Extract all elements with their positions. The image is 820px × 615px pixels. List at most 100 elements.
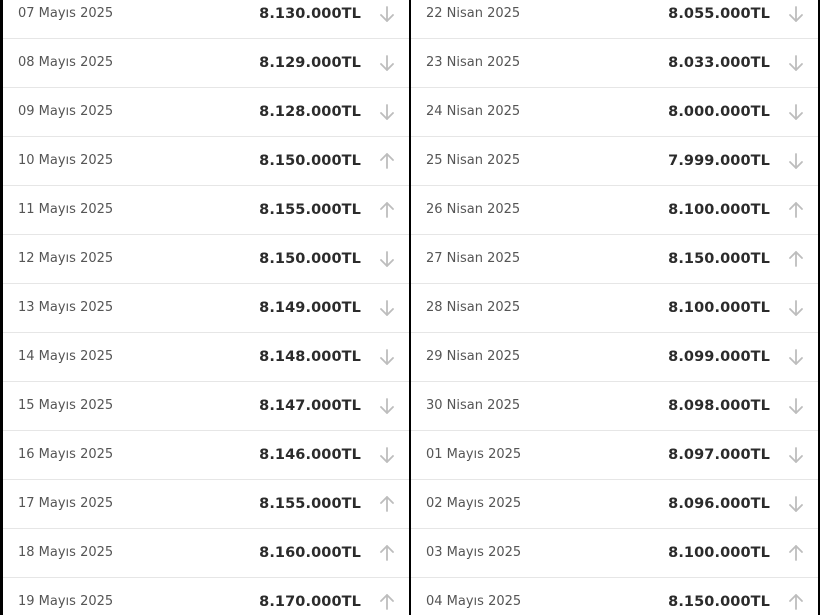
row-date: 12 Mayıs 2025 — [18, 251, 114, 266]
row-price: 8.148.000TL — [259, 349, 361, 365]
row-date: 23 Nisan 2025 — [426, 55, 521, 70]
row-date: 18 Mayıs 2025 — [18, 545, 114, 560]
row-date: 15 Mayıs 2025 — [18, 398, 114, 413]
arrow-down-icon — [787, 54, 805, 72]
price-row: 24 Nisan 2025 8.000.000TL — [411, 88, 818, 137]
row-price: 7.999.000TL — [668, 153, 770, 169]
price-row: 10 Mayıs 2025 8.150.000TL — [3, 137, 409, 186]
row-price: 8.155.000TL — [259, 496, 361, 512]
price-row: 22 Nisan 2025 8.055.000TL — [411, 0, 818, 39]
row-date: 02 Mayıs 2025 — [426, 496, 522, 511]
price-row: 19 Mayıs 2025 8.170.000TL — [3, 578, 409, 615]
price-row: 30 Nisan 2025 8.098.000TL — [411, 382, 818, 431]
price-row: 23 Nisan 2025 8.033.000TL — [411, 39, 818, 88]
price-row: 14 Mayıs 2025 8.148.000TL — [3, 333, 409, 382]
arrow-down-icon — [378, 348, 396, 366]
row-date: 30 Nisan 2025 — [426, 398, 521, 413]
arrow-down-icon — [787, 495, 805, 513]
row-price: 8.170.000TL — [259, 594, 361, 610]
arrow-down-icon — [378, 5, 396, 23]
price-row: 11 Mayıs 2025 8.155.000TL — [3, 186, 409, 235]
row-price: 8.150.000TL — [668, 251, 770, 267]
row-price: 8.100.000TL — [668, 300, 770, 316]
arrow-down-icon — [378, 299, 396, 317]
price-row: 12 Mayıs 2025 8.150.000TL — [3, 235, 409, 284]
row-price: 8.098.000TL — [668, 398, 770, 414]
row-price: 8.155.000TL — [259, 202, 361, 218]
row-date: 17 Mayıs 2025 — [18, 496, 114, 511]
row-price: 8.130.000TL — [259, 6, 361, 22]
price-list-left: 07 Mayıs 2025 8.130.000TL 08 Mayıs 2025 8.1… — [3, 0, 409, 615]
arrow-up-icon — [378, 201, 396, 219]
row-price: 8.150.000TL — [259, 251, 361, 267]
row-date: 16 Mayıs 2025 — [18, 447, 114, 462]
row-date: 10 Mayıs 2025 — [18, 153, 114, 168]
row-date: 07 Mayıs 2025 — [18, 6, 114, 21]
row-date: 11 Mayıs 2025 — [18, 202, 114, 217]
price-row: 08 Mayıs 2025 8.129.000TL — [3, 39, 409, 88]
row-price: 8.096.000TL — [668, 496, 770, 512]
row-price: 8.146.000TL — [259, 447, 361, 463]
row-price: 8.160.000TL — [259, 545, 361, 561]
row-price: 8.033.000TL — [668, 55, 770, 71]
row-price: 8.147.000TL — [259, 398, 361, 414]
price-row: 27 Nisan 2025 8.150.000TL — [411, 235, 818, 284]
arrow-down-icon — [787, 152, 805, 170]
arrow-down-icon — [378, 103, 396, 121]
row-price: 8.099.000TL — [668, 349, 770, 365]
row-date: 14 Mayıs 2025 — [18, 349, 114, 364]
arrow-up-icon — [378, 593, 396, 611]
row-price: 8.100.000TL — [668, 202, 770, 218]
price-row: 25 Nisan 2025 7.999.000TL — [411, 137, 818, 186]
price-row: 16 Mayıs 2025 8.146.000TL — [3, 431, 409, 480]
row-price: 8.100.000TL — [668, 545, 770, 561]
row-price: 8.129.000TL — [259, 55, 361, 71]
price-row: 01 Mayıs 2025 8.097.000TL — [411, 431, 818, 480]
row-date: 03 Mayıs 2025 — [426, 545, 522, 560]
row-date: 22 Nisan 2025 — [426, 6, 521, 21]
arrow-down-icon — [378, 397, 396, 415]
row-date: 25 Nisan 2025 — [426, 153, 521, 168]
price-row: 18 Mayıs 2025 8.160.000TL — [3, 529, 409, 578]
row-price: 8.150.000TL — [668, 594, 770, 610]
arrow-down-icon — [378, 250, 396, 268]
price-row: 26 Nisan 2025 8.100.000TL — [411, 186, 818, 235]
price-row: 09 Mayıs 2025 8.128.000TL — [3, 88, 409, 137]
price-row: 03 Mayıs 2025 8.100.000TL — [411, 529, 818, 578]
price-row: 28 Nisan 2025 8.100.000TL — [411, 284, 818, 333]
row-date: 27 Nisan 2025 — [426, 251, 521, 266]
price-row: 15 Mayıs 2025 8.147.000TL — [3, 382, 409, 431]
row-date: 29 Nisan 2025 — [426, 349, 521, 364]
price-list-right: 22 Nisan 2025 8.055.000TL 23 Nisan 2025 8.0… — [411, 0, 818, 615]
row-date: 08 Mayıs 2025 — [18, 55, 114, 70]
row-date: 26 Nisan 2025 — [426, 202, 521, 217]
price-row: 04 Mayıs 2025 8.150.000TL — [411, 578, 818, 615]
row-date: 01 Mayıs 2025 — [426, 447, 522, 462]
arrow-up-icon — [378, 495, 396, 513]
arrow-down-icon — [787, 103, 805, 121]
arrow-up-icon — [787, 201, 805, 219]
arrow-up-icon — [787, 250, 805, 268]
row-date: 04 Mayıs 2025 — [426, 594, 522, 609]
arrow-down-icon — [787, 348, 805, 366]
row-price: 8.000.000TL — [668, 104, 770, 120]
row-price: 8.128.000TL — [259, 104, 361, 120]
row-price: 8.149.000TL — [259, 300, 361, 316]
price-row: 02 Mayıs 2025 8.096.000TL — [411, 480, 818, 529]
arrow-up-icon — [378, 152, 396, 170]
price-row: 29 Nisan 2025 8.099.000TL — [411, 333, 818, 382]
arrow-down-icon — [787, 5, 805, 23]
row-price: 8.055.000TL — [668, 6, 770, 22]
arrow-up-icon — [378, 544, 396, 562]
arrow-up-icon — [787, 544, 805, 562]
arrow-up-icon — [787, 593, 805, 611]
row-date: 24 Nisan 2025 — [426, 104, 521, 119]
arrow-down-icon — [378, 446, 396, 464]
row-price: 8.150.000TL — [259, 153, 361, 169]
price-row: 17 Mayıs 2025 8.155.000TL — [3, 480, 409, 529]
arrow-down-icon — [378, 54, 396, 72]
row-date: 09 Mayıs 2025 — [18, 104, 114, 119]
price-row: 13 Mayıs 2025 8.149.000TL — [3, 284, 409, 333]
arrow-down-icon — [787, 299, 805, 317]
price-row: 07 Mayıs 2025 8.130.000TL — [3, 0, 409, 39]
